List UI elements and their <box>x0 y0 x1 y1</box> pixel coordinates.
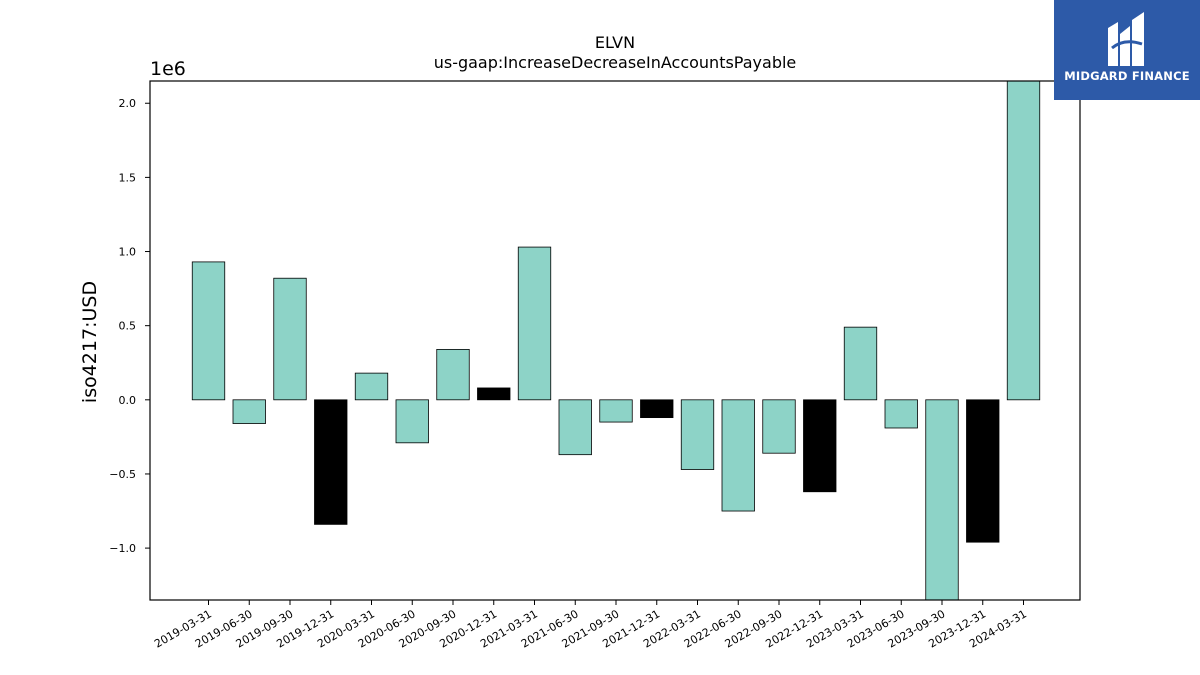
bar-2020-06-30 <box>395 399 429 444</box>
y-tick-label: 0.0 <box>119 394 137 407</box>
midgard-logo-icon <box>1108 12 1144 66</box>
midgard-finance-logo: MIDGARD FINANCE <box>1054 0 1200 100</box>
y-tick-label: 1.0 <box>119 246 137 259</box>
y-axis-label: iso4217:USD <box>79 281 101 403</box>
bar-2021-06-30 <box>558 399 592 456</box>
bar-2021-09-30 <box>599 399 633 423</box>
bar-2023-03-31 <box>843 326 878 401</box>
bar-2019-12-31 <box>314 399 348 525</box>
bar-2023-06-30 <box>884 399 918 429</box>
plot-frame <box>149 80 1081 601</box>
bar-2023-12-31 <box>966 399 1000 543</box>
bar-2019-09-30 <box>273 277 307 401</box>
bar-2019-06-30 <box>232 399 266 424</box>
y-axis-ticks: −1.0 −0.5 0.0 0.5 1.0 1.5 2.0 <box>109 97 150 555</box>
bar-2021-12-31 <box>640 399 674 419</box>
logo-text: MIDGARD FINANCE <box>1064 69 1190 83</box>
bar-2024-03-31 <box>1006 80 1041 401</box>
bar-2019-03-31 <box>191 261 226 401</box>
y-tick-label: 2.0 <box>119 97 137 110</box>
chart-title: ELVN <box>595 33 635 52</box>
bar-2023-09-30 <box>925 399 959 601</box>
bar-2022-09-30 <box>762 399 796 454</box>
bar-2020-12-31 <box>477 387 511 401</box>
y-tick-label: −0.5 <box>109 468 136 481</box>
bar-2020-03-31 <box>354 372 389 401</box>
bar-2021-03-31 <box>517 246 552 401</box>
bar-2020-09-30 <box>436 348 470 401</box>
bar-2022-06-30 <box>721 399 755 512</box>
y-tick-label: 1.5 <box>119 171 137 184</box>
y-scale-label: 1e6 <box>150 58 186 80</box>
bar-2022-03-31 <box>680 399 715 470</box>
x-axis-ticks: 2019-03-312019-06-302019-09-302019-12-31… <box>152 600 1029 651</box>
y-tick-label: −1.0 <box>109 542 136 555</box>
chart-subtitle: us-gaap:IncreaseDecreaseInAccountsPayabl… <box>434 53 797 72</box>
y-tick-label: 0.5 <box>119 320 137 333</box>
bars-group <box>191 80 1041 601</box>
bar-2022-12-31 <box>803 399 837 493</box>
